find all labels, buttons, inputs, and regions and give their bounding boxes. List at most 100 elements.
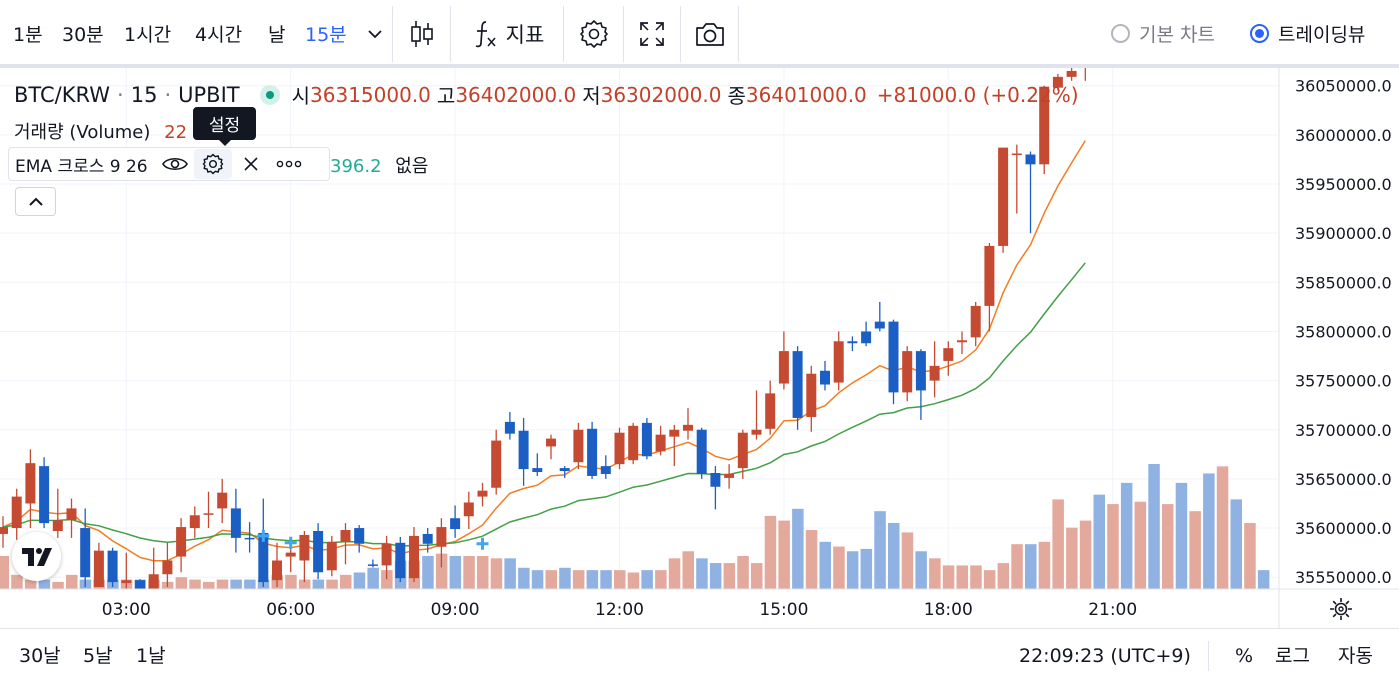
market-status-icon[interactable] [259, 84, 280, 105]
candle-body [806, 373, 817, 417]
candle-up [778, 331, 789, 390]
volume-bar [737, 555, 749, 589]
candle-up [217, 478, 228, 524]
volume-bar [1244, 522, 1256, 589]
candle-up [66, 498, 77, 538]
scale-settings-button[interactable] [1326, 594, 1356, 624]
open-value: 36315000.0 [310, 82, 431, 107]
log-scale-toggle[interactable]: 로그 [1275, 645, 1310, 667]
candle-body [669, 429, 680, 437]
candle-body [244, 537, 255, 540]
range-5-days[interactable]: 5날 [83, 645, 113, 667]
candle-down [39, 457, 50, 529]
candle-body [285, 552, 296, 557]
timeframe-day[interactable]: 날 [268, 24, 286, 46]
radio-basic-chart[interactable]: 기본 차트 [1111, 18, 1215, 48]
volume-bar [326, 579, 338, 589]
function-fx-icon [475, 21, 496, 48]
settings-tooltip: 설정 [193, 107, 256, 146]
candle-body [217, 492, 228, 509]
volume-bar [189, 579, 201, 589]
candle-up [724, 464, 735, 489]
screenshot-button[interactable] [684, 4, 736, 64]
timeframe-1m[interactable]: 1분 [13, 24, 43, 46]
timeframe-30m[interactable]: 30분 [62, 24, 104, 46]
range-30-days[interactable]: 30날 [19, 645, 61, 667]
volume-bar [778, 520, 790, 589]
candle-up [1039, 85, 1050, 175]
candle-body [559, 468, 570, 472]
volume-bar [367, 567, 379, 589]
timeframe-dropdown-button[interactable] [360, 4, 390, 64]
visibility-button[interactable] [156, 149, 194, 179]
candle-down [874, 301, 885, 332]
candle-down [80, 508, 91, 588]
more-options-button[interactable] [270, 149, 308, 179]
volume-bar [463, 555, 475, 589]
volume-bar [1079, 520, 1092, 589]
candle-body [436, 527, 447, 547]
chart-type-button[interactable] [396, 4, 448, 64]
candle-down [367, 559, 378, 568]
indicator-settings-button[interactable] [193, 149, 232, 179]
candle-up [737, 429, 748, 479]
range-1-day[interactable]: 1날 [136, 645, 166, 667]
candle-body [614, 432, 625, 465]
gear-icon [202, 153, 223, 175]
candle-body [833, 341, 844, 383]
timeframe-1h[interactable]: 1시간 [124, 24, 172, 46]
volume-bar [586, 570, 599, 589]
candle-up [957, 331, 967, 355]
timeframe-15m-active[interactable]: 15분 [305, 24, 347, 46]
volume-legend: 거래량 (Volume) 22 [14, 118, 187, 144]
candle-body [765, 393, 776, 429]
clock-timezone[interactable]: 22:09:23 (UTC+9) [1019, 645, 1191, 667]
collapse-legend-button[interactable] [15, 187, 56, 216]
tradingview-logo[interactable] [12, 532, 61, 581]
volume-bar [696, 558, 708, 589]
price-tick-label: 36050000.0 [1295, 77, 1392, 96]
candle-down [641, 417, 652, 460]
candle-down [422, 528, 433, 553]
remove-indicator-button[interactable] [232, 149, 270, 179]
candle-down [450, 505, 461, 538]
candle-body [93, 550, 104, 588]
settings-button[interactable] [568, 4, 620, 64]
gear-icon [580, 20, 608, 48]
candle-body [915, 351, 926, 391]
candle-up [998, 147, 1009, 253]
indicators-button[interactable]: 지표 [458, 4, 558, 64]
candle-body [1052, 76, 1063, 88]
symbol-name[interactable]: BTC/KRW [14, 82, 111, 107]
volume-bar [1230, 499, 1242, 589]
volume-bar [833, 546, 845, 589]
fullscreen-button[interactable] [626, 4, 678, 64]
candle-body [1066, 70, 1077, 77]
candle-down [1025, 151, 1036, 234]
candle-down [244, 522, 255, 553]
timeframe-4h[interactable]: 4시간 [195, 24, 243, 46]
candle-up [121, 552, 132, 589]
volume-bar [970, 565, 982, 589]
volume-bar [874, 511, 886, 589]
candle-body [230, 508, 241, 538]
radio-basic-chart-label: 기본 차트 [1139, 23, 1215, 46]
radio-tradingview[interactable]: 트레이딩뷰 [1250, 18, 1365, 48]
candle-body [847, 341, 858, 344]
candle-up [285, 547, 296, 573]
candle-down [847, 336, 858, 352]
volume-bar [1203, 473, 1215, 589]
candle-body [518, 430, 529, 470]
volume-bar [751, 563, 763, 589]
volume-bar [614, 570, 626, 589]
volume-bar [572, 570, 585, 589]
percent-scale-toggle[interactable]: % [1235, 645, 1254, 667]
chart-axes: 35550000.0 35600000.0 35650000.0 35700000.0… [0, 68, 1399, 628]
ema-legend: EMA 크로스 9 26 [8, 147, 330, 181]
auto-scale-toggle[interactable]: 자동 [1338, 645, 1373, 667]
candle-body [641, 422, 652, 457]
candle-up [833, 331, 844, 391]
volume-bar [901, 532, 914, 589]
candle-down [792, 346, 803, 430]
candle-body [0, 527, 8, 534]
